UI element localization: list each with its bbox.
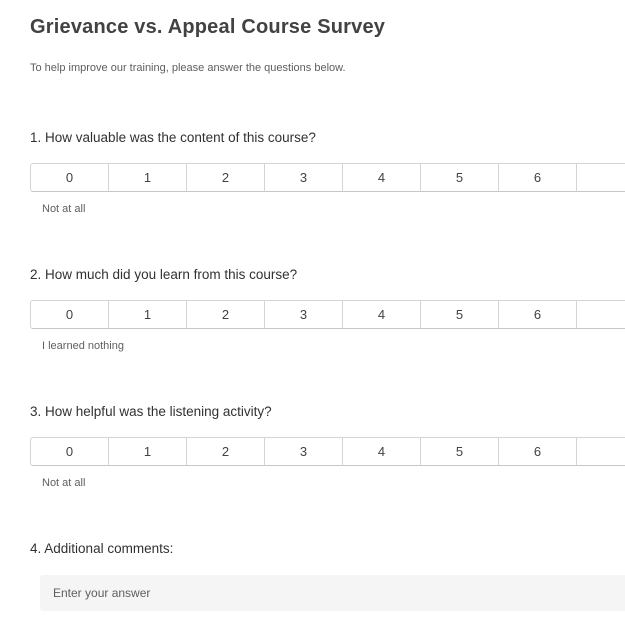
- rating-cell[interactable]: 0: [30, 437, 109, 466]
- question-label: 1. How valuable was the content of this …: [30, 129, 625, 147]
- rating-cell[interactable]: 6: [498, 300, 577, 329]
- rating-cell-clipped[interactable]: [576, 163, 625, 192]
- question-text: How valuable was the content of this cou…: [45, 130, 316, 145]
- rating-low-label: Not at all: [42, 477, 86, 489]
- rating-cell[interactable]: 6: [498, 437, 577, 466]
- answer-input[interactable]: Enter your answer: [40, 575, 625, 611]
- rating-cell[interactable]: 5: [420, 437, 499, 466]
- rating-cell[interactable]: 4: [342, 163, 421, 192]
- question-number: 4.: [30, 541, 42, 556]
- rating-cell[interactable]: 5: [420, 300, 499, 329]
- rating-cell[interactable]: 1: [108, 300, 187, 329]
- rating-cell[interactable]: 6: [498, 163, 577, 192]
- page-title: Grievance vs. Appeal Course Survey: [30, 16, 386, 38]
- rating-cell[interactable]: 5: [420, 163, 499, 192]
- question-1: 1. How valuable was the content of this …: [30, 129, 625, 216]
- rating-cell[interactable]: 2: [186, 163, 265, 192]
- rating-cell[interactable]: 4: [342, 300, 421, 329]
- question-label: 3. How helpful was the listening activit…: [30, 403, 625, 421]
- rating-cell[interactable]: 0: [30, 163, 109, 192]
- survey-page: Grievance vs. Appeal Course Survey To he…: [30, 16, 625, 611]
- question-text: Additional comments:: [44, 541, 174, 556]
- question-2: 2. How much did you learn from this cour…: [30, 266, 625, 353]
- rating-low-label: I learned nothing: [42, 340, 124, 352]
- question-number: 2.: [30, 267, 42, 282]
- question-3: 3. How helpful was the listening activit…: [30, 403, 625, 490]
- question-4: 4. Additional comments: Enter your answe…: [30, 540, 625, 611]
- question-number: 1.: [30, 130, 42, 145]
- rating-low-label: Not at all: [42, 203, 86, 215]
- question-label: 4. Additional comments:: [30, 540, 625, 558]
- question-list: 1. How valuable was the content of this …: [30, 129, 625, 611]
- rating-cell[interactable]: 3: [264, 437, 343, 466]
- rating-cell[interactable]: 1: [108, 437, 187, 466]
- page-subtitle: To help improve our training, please ans…: [30, 62, 346, 74]
- rating-cell[interactable]: 2: [186, 437, 265, 466]
- question-text: How much did you learn from this course?: [45, 267, 298, 282]
- rating-cell-clipped[interactable]: [576, 437, 625, 466]
- question-label: 2. How much did you learn from this cour…: [30, 266, 625, 284]
- rating-cell[interactable]: 4: [342, 437, 421, 466]
- rating-cell-clipped[interactable]: [576, 300, 625, 329]
- question-text: How helpful was the listening activity?: [45, 404, 272, 419]
- question-number: 3.: [30, 404, 42, 419]
- rating-cell[interactable]: 3: [264, 163, 343, 192]
- rating-cell[interactable]: 3: [264, 300, 343, 329]
- rating-cell[interactable]: 2: [186, 300, 265, 329]
- rating-cell[interactable]: 1: [108, 163, 187, 192]
- rating-cell[interactable]: 0: [30, 300, 109, 329]
- answer-placeholder: Enter your answer: [53, 586, 151, 600]
